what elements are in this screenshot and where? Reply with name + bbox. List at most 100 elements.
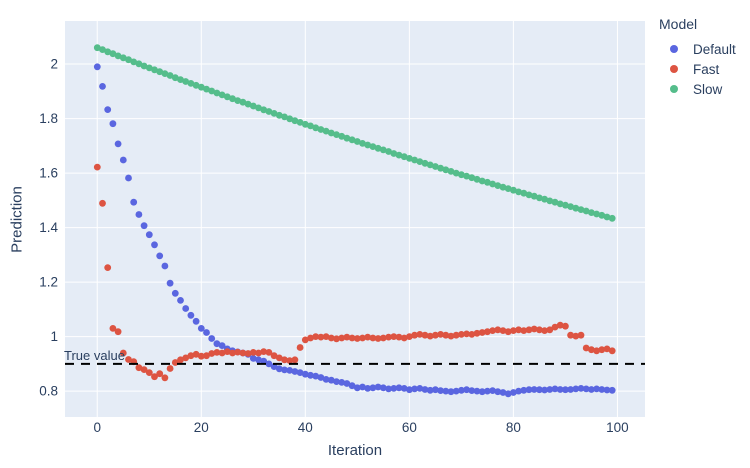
data-point[interactable]: [395, 151, 403, 159]
data-point[interactable]: [390, 150, 398, 157]
data-point[interactable]: [478, 388, 486, 396]
data-point[interactable]: [161, 374, 169, 382]
data-point[interactable]: [286, 367, 294, 374]
data-point[interactable]: [99, 46, 106, 53]
data-point[interactable]: [353, 335, 361, 342]
data-point[interactable]: [244, 100, 252, 108]
data-point[interactable]: [140, 62, 148, 70]
data-point[interactable]: [447, 388, 455, 396]
data-point[interactable]: [301, 370, 309, 378]
data-point[interactable]: [551, 385, 559, 393]
data-point[interactable]: [452, 169, 460, 177]
data-point[interactable]: [525, 191, 533, 199]
data-point[interactable]: [203, 329, 210, 336]
data-point[interactable]: [156, 68, 164, 76]
data-point[interactable]: [582, 207, 590, 215]
data-point[interactable]: [296, 369, 304, 376]
data-point[interactable]: [385, 385, 392, 393]
data-point[interactable]: [369, 334, 377, 342]
data-point[interactable]: [348, 334, 356, 342]
data-point[interactable]: [322, 333, 330, 340]
data-point[interactable]: [416, 385, 424, 392]
data-point[interactable]: [312, 372, 320, 380]
data-point[interactable]: [187, 352, 195, 360]
data-point[interactable]: [546, 386, 554, 393]
data-point[interactable]: [333, 131, 340, 139]
data-point[interactable]: [125, 56, 132, 64]
data-point[interactable]: [307, 122, 314, 130]
data-point[interactable]: [406, 386, 413, 394]
data-point[interactable]: [515, 387, 522, 395]
data-point[interactable]: [327, 376, 335, 384]
plot-area[interactable]: [65, 21, 645, 417]
data-point[interactable]: [322, 376, 330, 383]
data-point[interactable]: [130, 198, 138, 206]
data-point[interactable]: [593, 385, 600, 393]
data-point[interactable]: [239, 98, 247, 106]
data-point[interactable]: [608, 214, 616, 222]
data-point[interactable]: [416, 331, 424, 338]
data-point[interactable]: [421, 386, 429, 393]
data-point[interactable]: [426, 386, 434, 394]
data-point[interactable]: [468, 331, 476, 338]
data-point[interactable]: [114, 52, 122, 60]
data-point[interactable]: [151, 241, 158, 249]
data-point[interactable]: [119, 156, 127, 164]
data-point[interactable]: [421, 331, 429, 339]
data-point[interactable]: [556, 321, 564, 329]
data-point[interactable]: [603, 213, 611, 221]
data-point[interactable]: [249, 102, 257, 110]
data-point[interactable]: [437, 387, 444, 394]
data-point[interactable]: [577, 331, 585, 339]
data-point[interactable]: [520, 386, 528, 394]
data-point[interactable]: [374, 335, 382, 342]
data-point[interactable]: [369, 143, 377, 151]
data-point[interactable]: [504, 328, 512, 336]
data-point[interactable]: [203, 85, 210, 93]
data-point[interactable]: [197, 83, 205, 91]
data-point[interactable]: [473, 175, 481, 183]
data-point[interactable]: [432, 331, 439, 339]
data-point[interactable]: [359, 140, 366, 147]
data-point[interactable]: [588, 346, 595, 354]
data-point[interactable]: [432, 386, 439, 394]
data-point[interactable]: [562, 201, 569, 209]
data-point[interactable]: [426, 161, 434, 169]
data-point[interactable]: [109, 50, 117, 58]
data-point[interactable]: [255, 104, 262, 112]
data-point[interactable]: [588, 386, 595, 393]
data-point[interactable]: [353, 384, 361, 392]
data-point[interactable]: [567, 331, 574, 339]
data-point[interactable]: [145, 64, 153, 72]
data-point[interactable]: [307, 334, 314, 342]
data-point[interactable]: [426, 332, 434, 340]
data-point[interactable]: [255, 349, 262, 357]
data-point[interactable]: [603, 345, 611, 353]
data-point[interactable]: [223, 93, 231, 101]
data-point[interactable]: [608, 386, 616, 394]
legend-item-fast[interactable]: Fast: [659, 59, 736, 79]
data-point[interactable]: [359, 334, 366, 342]
data-point[interactable]: [379, 146, 387, 154]
data-point[interactable]: [395, 384, 403, 392]
data-point[interactable]: [593, 210, 600, 218]
data-point[interactable]: [161, 262, 169, 270]
data-point[interactable]: [301, 120, 309, 128]
data-point[interactable]: [510, 186, 517, 194]
data-point[interactable]: [327, 129, 335, 137]
data-point[interactable]: [322, 127, 330, 135]
data-point[interactable]: [484, 387, 491, 395]
data-point[interactable]: [125, 174, 132, 182]
data-point[interactable]: [348, 382, 356, 390]
data-point[interactable]: [458, 331, 465, 338]
data-point[interactable]: [187, 80, 195, 87]
data-point[interactable]: [385, 148, 392, 155]
data-point[interactable]: [109, 325, 117, 332]
data-point[interactable]: [312, 124, 320, 132]
data-point[interactable]: [130, 58, 138, 66]
data-point[interactable]: [327, 334, 335, 342]
data-point[interactable]: [249, 355, 257, 362]
data-point[interactable]: [338, 379, 346, 386]
data-point[interactable]: [411, 331, 418, 339]
data-point[interactable]: [468, 387, 476, 394]
